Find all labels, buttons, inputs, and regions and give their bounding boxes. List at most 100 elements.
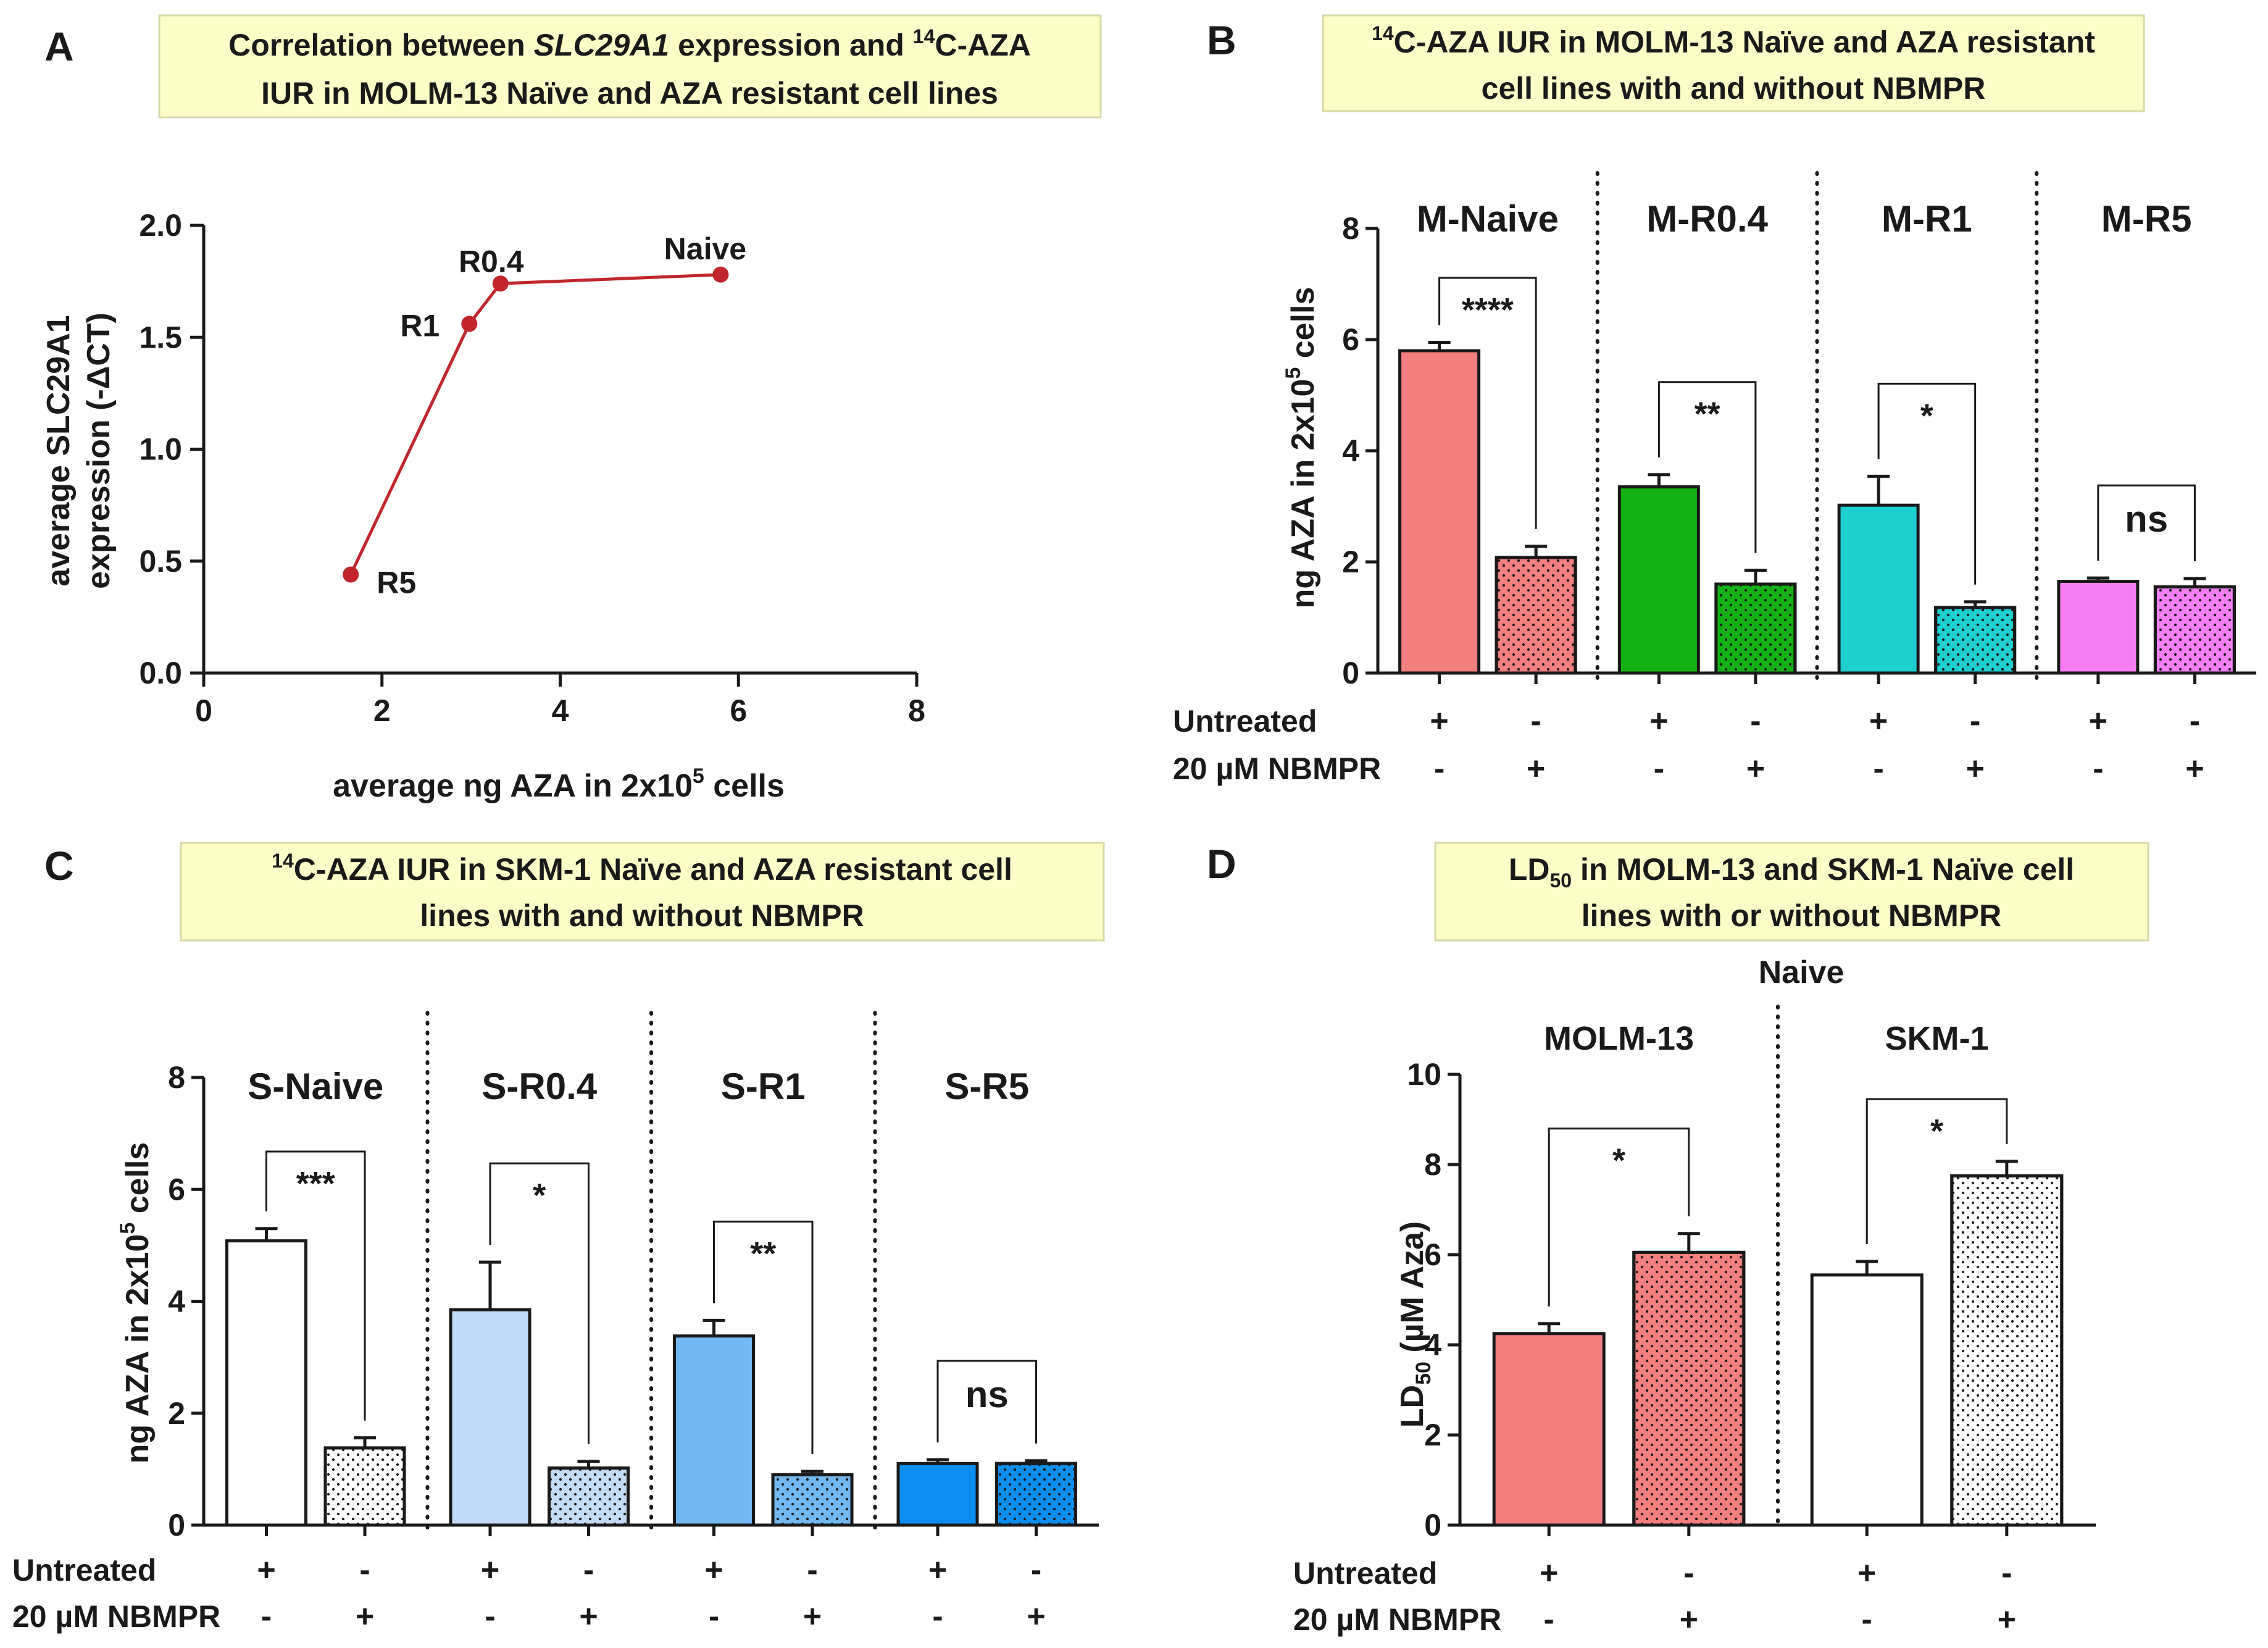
c-plot-bar: [225, 1239, 307, 1527]
c-plot-row2-sign: +: [579, 1599, 598, 1634]
b-plot-row1-sign: +: [1649, 703, 1668, 739]
d-plot-ytick-label: 10: [1407, 1057, 1441, 1092]
a-data-point: [343, 566, 359, 583]
panel-c-ylabel: ng AZA in 2x105 cells: [116, 1142, 156, 1464]
b-plot-row2-sign: -: [1873, 751, 1883, 787]
c-plot-row2-sign: -: [932, 1599, 943, 1634]
c-plot-row2-sign: +: [1027, 1599, 1045, 1634]
c-plot-bar-pattern: [995, 1462, 1077, 1527]
panel-letter-b: B: [1207, 17, 1236, 63]
c-plot-ytick-label: 6: [168, 1172, 185, 1207]
b-plot-bar-pattern: [1495, 556, 1577, 675]
b-plot-sig-bracket: [1657, 381, 1757, 553]
b-plot-row2-sign: -: [1434, 751, 1445, 787]
panel-letter-c: C: [44, 843, 74, 889]
panel-a-ylabel-line2: expression (-ΔCT): [81, 312, 117, 589]
b-plot-sig-label: ****: [1462, 291, 1514, 328]
c-plot-bar-pattern: [548, 1466, 630, 1527]
c-plot-ytick-label: 0: [168, 1508, 185, 1542]
b-plot-row2-sign: +: [1527, 751, 1545, 787]
a-xtick-label: 2: [373, 693, 391, 728]
b-plot-row1-sign: -: [1750, 703, 1761, 739]
b-plot-bar-pattern: [2153, 585, 2236, 675]
panel-b-ylabel: ng AZA in 2x105 cells: [1282, 287, 1321, 609]
c-plot-row-label-nbmpr: 20 µM NBMPR: [12, 1599, 220, 1634]
c-plot-row1-sign: -: [807, 1552, 817, 1588]
panel-b-title-line2: cell lines with and without NBMPR: [1482, 71, 1986, 106]
d-plot-group-name: MOLM-13: [1544, 1020, 1694, 1057]
b-plot-row1-sign: -: [1530, 703, 1541, 739]
b-plot-row2-sign: +: [1966, 751, 1984, 787]
b-plot-sig-bracket: [1438, 277, 1537, 529]
panel-b: 14C-AZA IUR in MOLM-13 Naïve and AZA res…: [1173, 14, 2256, 787]
panel-d-plot: 0 2 4 6 8 10 MOLM-13 * SKM-1 * + - - + + - - + Untreated 20…: [1293, 1005, 2096, 1638]
a-xtick-label: 6: [730, 693, 747, 728]
c-plot-row1-sign: +: [928, 1552, 947, 1588]
b-plot-bar: [1617, 485, 1700, 675]
a-point-label: Naive: [664, 232, 746, 266]
b-plot-sig-label: **: [1695, 396, 1720, 433]
d-plot-sig-label: *: [1612, 1142, 1625, 1179]
d-plot-row2-sign: -: [1862, 1602, 1872, 1638]
b-plot-ytick-label: 4: [1342, 433, 1359, 468]
b-plot-group-name: M-R1: [1882, 198, 1972, 240]
a-ytick-label: 0.0: [139, 656, 182, 690]
d-plot-row1-sign: +: [1857, 1555, 1876, 1591]
b-plot-row2-sign: +: [1746, 751, 1765, 787]
c-plot-sig-bracket: [713, 1220, 814, 1454]
panel-a-title-line2: IUR in MOLM-13 Naïve and AZA resistant c…: [261, 76, 998, 111]
c-plot-row2-sign: +: [356, 1599, 374, 1634]
b-plot-bar-pattern: [1934, 606, 2017, 675]
c-plot-group-name: S-Naive: [248, 1066, 383, 1107]
panel-a-xlabel: average ng AZA in 2x105 cells: [333, 764, 785, 804]
b-plot-row2-sign: -: [2093, 751, 2103, 787]
c-plot-bar-pattern: [323, 1446, 406, 1527]
d-plot-row2-sign: +: [1680, 1602, 1698, 1638]
panel-b-plot: 0 2 4 6 8 M-Naive **** M-R0.4 ** M-R1 * M-R5 ns + - - + +…: [1173, 171, 2256, 787]
panel-c-plot: 0 2 4 6 8 S-Naive *** S-R0.4 * S-R1 ** S-R5 ns + - - + + -…: [12, 1011, 1099, 1634]
b-plot-row2-sign: -: [1654, 751, 1664, 787]
panel-b-title-line1: 14C-AZA IUR in MOLM-13 Naïve and AZA res…: [1372, 22, 2095, 59]
b-plot-bar: [1398, 349, 1481, 675]
panel-a-points: R5 R1 R0.4 Naive: [343, 232, 746, 600]
d-plot-group-name: SKM-1: [1885, 1020, 1988, 1057]
b-plot-row1-sign: -: [2190, 703, 2200, 739]
c-plot-sig-label: ***: [296, 1165, 335, 1202]
b-plot-bar-pattern: [1714, 582, 1797, 675]
a-point-label: R1: [400, 309, 440, 343]
a-data-point: [492, 275, 509, 292]
c-plot-sig-bracket: [489, 1162, 590, 1444]
c-plot-bar: [896, 1462, 979, 1527]
c-plot-sig-label: **: [750, 1235, 776, 1272]
c-plot-row1-sign: -: [1031, 1552, 1041, 1588]
panel-a-series-line: [349, 273, 721, 575]
b-plot-ytick-label: 6: [1342, 322, 1359, 357]
c-plot-bar: [673, 1334, 755, 1527]
a-point-label: R5: [377, 566, 416, 600]
panel-d: LD50 in MOLM-13 and SKM-1 Naïve cell lin…: [1293, 842, 2149, 1638]
a-ytick-label: 0.5: [139, 544, 182, 579]
c-plot-group-name: S-R5: [944, 1066, 1029, 1107]
d-plot-row1-sign: -: [2001, 1555, 2012, 1591]
b-plot-group-name: M-R0.4: [1646, 198, 1768, 240]
b-plot-row1-sign: -: [1970, 703, 1980, 739]
a-data-point: [461, 316, 478, 332]
d-plot-ytick-label: 8: [1424, 1147, 1441, 1182]
d-plot-sig-label: *: [1930, 1113, 1943, 1150]
b-plot-sig-bracket: [1877, 382, 1977, 585]
d-plot-row2-sign: +: [1998, 1602, 2016, 1638]
c-plot-ytick-label: 2: [168, 1396, 185, 1431]
b-plot-row1-sign: +: [1869, 703, 1888, 739]
c-plot-group-name: S-R1: [721, 1066, 806, 1107]
d-plot-bar-pattern: [1632, 1250, 1746, 1527]
c-plot-sig-label: *: [533, 1177, 546, 1214]
c-plot-row1-sign: +: [257, 1552, 275, 1588]
b-plot-row1-sign: +: [2089, 703, 2107, 739]
c-plot-row1-sign: +: [481, 1552, 499, 1588]
c-plot-row1-sign: -: [359, 1552, 370, 1588]
d-plot-sig-bracket: [1866, 1098, 2008, 1244]
b-plot-sig-label: ns: [2125, 498, 2168, 540]
c-plot-ytick-label: 4: [168, 1284, 185, 1319]
c-plot-bar-pattern: [771, 1473, 854, 1527]
